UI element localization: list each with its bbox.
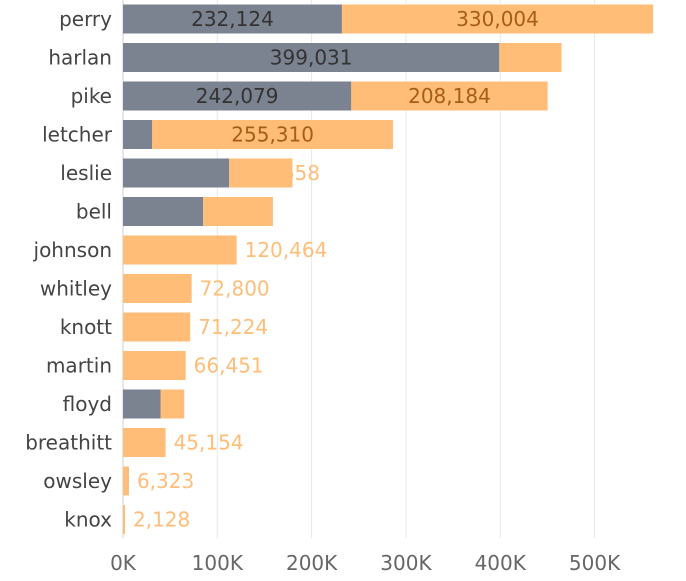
category-label-harlan: harlan [48, 46, 112, 70]
x-tick-label: 100K [192, 551, 244, 575]
data-label-owsley: 6,323 [137, 469, 194, 493]
data-label-letcher: 255,310 [231, 123, 314, 147]
bar-segment-harlan-1 [499, 43, 562, 72]
bar-segment-letcher-1 [152, 120, 394, 149]
bar-segment-bell-1 [203, 197, 273, 226]
category-axis: perry harlan pike letcher leslie bell johnson w… [25, 7, 113, 532]
bar-segment-knott-1 [123, 312, 191, 342]
bars [123, 4, 654, 534]
gridlines [122, 0, 596, 538]
data-label-harlan: 399,031 [270, 46, 353, 70]
bar-segment-perry-0 [123, 4, 342, 34]
category-label-knox: knox [64, 508, 112, 532]
category-label-pike: pike [71, 84, 112, 108]
data-label-perry: 330,004 [456, 7, 539, 31]
data-label-martin: 66,451 [194, 354, 264, 378]
data-label-perry: 232,124 [191, 7, 274, 31]
value-axis: 0K 100K 200K 300K 400K 500K [110, 551, 621, 575]
data-label-johnson: 120,464 [245, 238, 328, 262]
bar-segment-whitley-1 [123, 274, 192, 303]
bar-segment-bell-0 [123, 197, 204, 226]
bar-segment-knox-1 [123, 505, 126, 534]
data-labels: 232,124 330,004 399,031 242,079 208,184 255,3… [133, 7, 539, 532]
category-label-johnson: johnson [33, 238, 112, 262]
data-label-pike: 242,079 [196, 84, 279, 108]
x-tick-label: 400K [475, 551, 527, 575]
category-label-floyd: floyd [63, 392, 112, 416]
category-label-knott: knott [60, 315, 112, 339]
category-label-whitley: whitley [40, 277, 112, 301]
data-label-knox: 2,128 [133, 508, 190, 532]
category-label-letcher: letcher [42, 123, 113, 147]
bar-segment-leslie-1 [229, 158, 293, 188]
category-label-martin: martin [46, 354, 112, 378]
category-label-leslie: leslie [60, 161, 112, 185]
bar-segment-harlan-0 [123, 43, 500, 72]
bar-segment-pike-1 [351, 81, 548, 111]
data-label-breathitt: 45,154 [174, 431, 244, 455]
bar-segment-martin-1 [123, 351, 186, 380]
bar-segment-letcher-0 [123, 120, 153, 149]
bar-segment-floyd-0 [123, 389, 161, 419]
bar-segment-leslie-0 [123, 158, 230, 188]
bar-segment-breathitt-1 [123, 428, 166, 457]
x-tick-label: 300K [380, 551, 432, 575]
category-label-breathitt: breathitt [25, 431, 112, 455]
category-label-bell: bell [76, 200, 112, 224]
category-label-perry: perry [59, 7, 112, 31]
x-tick-label: 0K [110, 551, 137, 575]
bar-segment-owsley-1 [123, 466, 129, 496]
bar-segment-floyd-1 [160, 389, 185, 419]
bar-segment-johnson-1 [123, 235, 237, 265]
data-label-knott: 71,224 [198, 315, 268, 339]
category-label-owsley: owsley [43, 469, 112, 493]
data-label-whitley: 72,800 [200, 277, 270, 301]
x-tick-label: 500K [569, 551, 621, 575]
bar-segment-perry-1 [341, 4, 654, 34]
bar-segment-pike-0 [123, 81, 352, 111]
x-tick-label: 200K [286, 551, 338, 575]
data-label-leslie: 112,658 [237, 161, 320, 185]
data-label-pike: 208,184 [408, 84, 491, 108]
